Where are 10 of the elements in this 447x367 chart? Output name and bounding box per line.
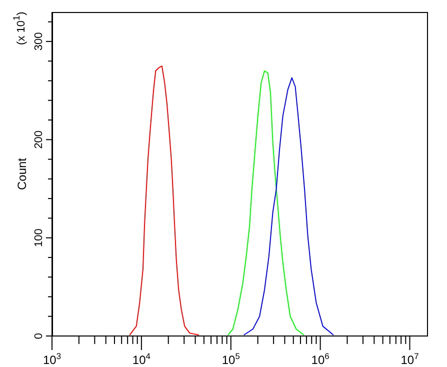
y-axis-title: Count xyxy=(14,156,30,192)
x-tick-label: 10$^{5}$ xyxy=(222,351,240,367)
y-tick-label: 200 xyxy=(33,130,45,149)
y-tick-label: 0 xyxy=(33,332,45,340)
y-tick-label: 300 xyxy=(33,32,45,51)
x-tick-label: 10$^{7}$ xyxy=(400,351,420,367)
x-tick-label: 10$^{6}$ xyxy=(311,351,330,367)
x-tick-label: 10$^{4}$ xyxy=(132,351,151,367)
x-tick-label: 10$^{3}$ xyxy=(42,351,62,367)
y-tick-label: 100 xyxy=(33,228,45,247)
